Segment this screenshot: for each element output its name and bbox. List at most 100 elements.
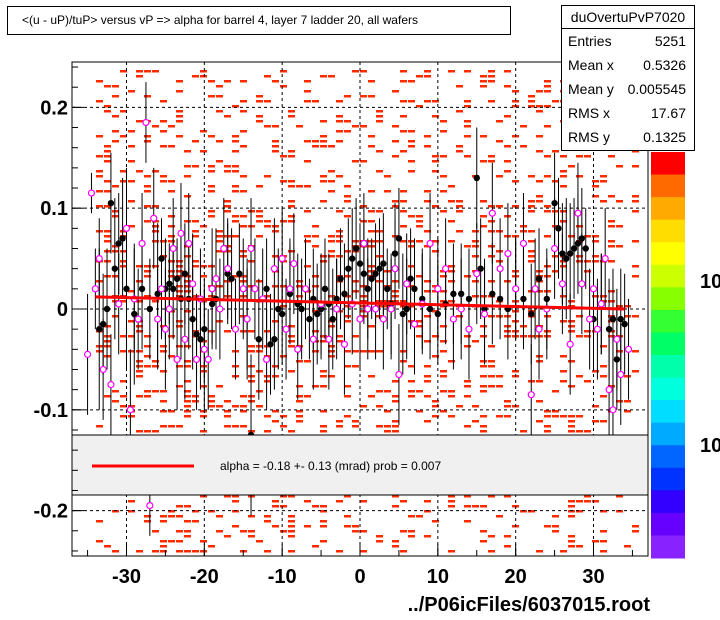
black-point	[457, 290, 465, 298]
magenta-point	[395, 370, 403, 379]
histogram-cell	[488, 495, 495, 498]
magenta-point	[146, 501, 154, 510]
histogram-cell	[136, 395, 143, 398]
magenta-point	[613, 335, 621, 343]
histogram-cell	[352, 70, 359, 73]
black-point	[173, 275, 181, 282]
histogram-cell	[96, 80, 103, 83]
histogram-cell	[424, 280, 431, 283]
histogram-cell	[272, 410, 279, 413]
histogram-cell	[240, 130, 247, 133]
histogram-cell	[416, 105, 423, 108]
histogram-cell	[168, 335, 175, 338]
histogram-cell	[224, 165, 231, 168]
black-point	[372, 270, 379, 277]
histogram-cell	[344, 130, 351, 133]
histogram-cell	[176, 270, 183, 273]
black-point	[263, 285, 270, 293]
histogram-cell	[432, 335, 439, 338]
histogram-cell	[272, 125, 279, 128]
histogram-cell	[424, 200, 431, 203]
histogram-cell	[544, 335, 551, 338]
histogram-cell	[536, 200, 543, 203]
histogram-cell	[184, 410, 191, 413]
histogram-cell	[544, 210, 551, 213]
histogram-cell	[464, 125, 471, 128]
histogram-cell	[160, 520, 167, 523]
magenta-point	[465, 325, 473, 333]
histogram-cell	[424, 420, 431, 423]
black-point	[407, 275, 414, 282]
histogram-cell	[96, 155, 103, 158]
histogram-cell	[288, 185, 295, 188]
histogram-cell	[192, 510, 199, 513]
histogram-cell	[448, 390, 455, 393]
histogram-cell	[496, 230, 503, 233]
histogram-cell	[152, 430, 159, 433]
histogram-cell	[368, 350, 375, 353]
histogram-cell	[568, 510, 575, 513]
palette-band	[651, 422, 685, 446]
histogram-cell	[128, 90, 135, 93]
histogram-cell	[584, 495, 591, 498]
histogram-cell	[600, 510, 607, 513]
magenta-point	[154, 315, 162, 323]
black-point	[119, 235, 126, 242]
magenta-point	[519, 239, 528, 248]
histogram-cell	[584, 235, 591, 238]
histogram-cell	[96, 170, 103, 173]
histogram-cell	[408, 160, 415, 163]
histogram-cell	[544, 410, 551, 413]
histogram-cell	[344, 315, 351, 318]
black-point	[306, 315, 313, 323]
histogram-cell	[488, 280, 495, 283]
stats-row: Entries 5251	[568, 33, 686, 49]
histogram-cell	[464, 105, 471, 108]
magenta-points	[83, 118, 633, 510]
histogram-cell	[128, 180, 135, 183]
histogram-cell	[320, 180, 327, 183]
histogram-cell	[136, 350, 143, 353]
histogram-cell	[168, 275, 175, 278]
histogram-cell	[144, 135, 151, 138]
histogram-cell	[320, 335, 327, 338]
histogram-cell	[616, 400, 623, 403]
magenta-point	[387, 305, 395, 313]
histogram-cell	[504, 170, 511, 173]
histogram-cell	[368, 220, 375, 223]
histogram-cell	[552, 180, 559, 183]
histogram-cell	[208, 510, 215, 513]
histogram-cell	[112, 130, 119, 133]
histogram-cell	[488, 205, 495, 208]
histogram-cell	[152, 125, 159, 128]
histogram-cell	[320, 135, 327, 138]
histogram-cell	[368, 375, 375, 378]
histogram-cell	[136, 75, 143, 78]
magenta-point	[379, 315, 387, 323]
histogram-cell	[176, 275, 183, 278]
histogram-cell	[272, 285, 279, 288]
histogram-cell	[576, 545, 583, 548]
histogram-cell	[176, 345, 183, 348]
histogram-cell	[112, 245, 119, 248]
histogram-cell	[208, 265, 215, 268]
histogram-cell	[264, 430, 271, 433]
fit-legend-box: alpha = -0.18 +- 0.13 (mrad) prob = 0.00…	[71, 434, 649, 496]
black-point	[99, 320, 107, 328]
histogram-cell	[128, 405, 135, 408]
histogram-cell	[544, 105, 551, 108]
histogram-cell	[336, 235, 343, 238]
histogram-cell	[376, 110, 383, 113]
histogram-cell	[328, 145, 335, 148]
histogram-cell	[544, 430, 551, 433]
histogram-cell	[208, 135, 215, 138]
histogram-cell	[288, 150, 295, 153]
histogram-cell	[296, 420, 303, 423]
histogram-cell	[240, 225, 247, 228]
histogram-cell	[392, 380, 399, 383]
histogram-cell	[368, 325, 375, 328]
histogram-cell	[128, 145, 135, 148]
histogram-cell	[456, 150, 463, 153]
histogram-cell	[504, 535, 511, 538]
